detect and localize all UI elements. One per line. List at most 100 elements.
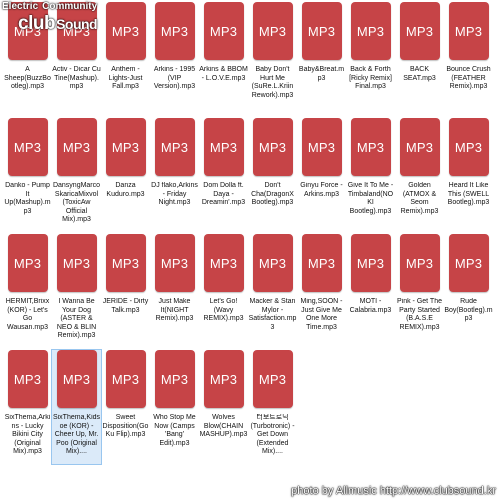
file-name-label[interactable]: Arkins & BBOM - L.O.V.E.mp3 — [199, 66, 248, 82]
mp3-file-icon[interactable]: MP3 — [203, 350, 244, 408]
mp3-file-icon[interactable]: MP3 — [203, 2, 244, 60]
file-item[interactable]: MP3 SixThema,Arkins - Lucky Bikini City (… — [3, 350, 52, 464]
file-name-label[interactable]: SixThema,Arkins - Lucky Bikini City (Ori… — [4, 414, 51, 455]
file-item[interactable]: MP3 Ming,SOON - Just Give Me One More Tim… — [297, 234, 346, 348]
mp3-file-icon[interactable]: MP3 — [56, 234, 97, 292]
file-name-label[interactable]: Macker & Stan Mylor - Satisfaction.mp3 — [248, 298, 297, 331]
mp3-file-icon[interactable]: MP3 — [448, 118, 489, 176]
mp3-file-icon[interactable]: MP3 — [7, 118, 48, 176]
mp3-file-icon[interactable]: MP3 — [252, 234, 293, 292]
mp3-file-icon[interactable]: MP3 — [301, 118, 342, 176]
file-item[interactable]: MP3 Who Stop Me Now (Camps 'Bang' Edit).m… — [150, 350, 199, 464]
file-name-label[interactable]: 터보트로닉 (Turbotronic) - Get Down (Extended… — [250, 414, 295, 455]
mp3-file-icon[interactable]: MP3 — [301, 2, 342, 60]
mp3-file-icon[interactable]: MP3 — [7, 2, 48, 60]
file-name-label[interactable]: Arkins - 1995 (VIP Version).mp3 — [153, 66, 196, 90]
file-item[interactable]: MP3 Sweet Disposition(GoKu Flip).mp3 — [101, 350, 150, 464]
mp3-file-icon[interactable]: MP3 — [105, 2, 146, 60]
mp3-file-icon[interactable]: MP3 — [399, 234, 440, 292]
file-name-label[interactable]: Activ - Dicar Cu Tine(Mashup).mp3 — [52, 66, 101, 90]
file-item[interactable]: MP3 Wolves Blow(CHAIN MASHUP).mp3 — [199, 350, 248, 464]
mp3-file-icon[interactable]: MP3 — [56, 118, 97, 176]
file-name-label[interactable]: Ming,SOON - Just Give Me One More Time.m… — [300, 298, 343, 331]
mp3-file-icon[interactable]: MP3 — [203, 118, 244, 176]
file-name-label[interactable]: Who Stop Me Now (Camps 'Bang' Edit).mp3 — [153, 414, 196, 447]
file-item[interactable]: MP3 A Sheep(BuzzBootleg).mp3 — [3, 2, 52, 116]
mp3-file-icon[interactable]: MP3 — [154, 234, 195, 292]
file-item[interactable]: MP3 Pink - Get The Party Started (B.A.S.E… — [395, 234, 444, 348]
file-item[interactable]: MP3 Just Make It(NIGHT Remix).mp3 — [150, 234, 199, 348]
file-item[interactable]: MP3 DansyngMarcoSkaricaMixvol (ToxicAw Of… — [52, 118, 101, 232]
file-item[interactable]: MP3 Give It To Me - Timbaland(NOKI Bootle… — [346, 118, 395, 232]
file-name-label[interactable]: SixThema,Kidsoe (KOR) - Cheer Up, Mr. Po… — [52, 414, 101, 455]
file-name-label[interactable]: Sweet Disposition(GoKu Flip).mp3 — [102, 414, 149, 438]
file-item[interactable]: MP3 JERIDE - Dirty Talk.mp3 — [101, 234, 150, 348]
file-name-label[interactable]: I Wanna Be Your Dog (ASTER & NEO & BLIN … — [56, 298, 97, 339]
file-item[interactable]: MP3 Bounce Crush (FEATHER Remix).mp3 — [444, 2, 493, 116]
file-name-label[interactable]: Baby&Breat.mp3 — [298, 66, 345, 82]
mp3-file-icon[interactable]: MP3 — [448, 2, 489, 60]
file-item[interactable]: MP3 Back & Forth [Ricky Remix] Final.mp3 — [346, 2, 395, 116]
mp3-file-icon[interactable]: MP3 — [154, 2, 195, 60]
file-name-label[interactable]: Wolves Blow(CHAIN MASHUP).mp3 — [199, 414, 248, 438]
file-item[interactable]: MP3 Danza Kuduro.mp3 — [101, 118, 150, 232]
file-item[interactable]: MP3 Let's Go! (Wavy REMIX).mp3 — [199, 234, 248, 348]
file-name-label[interactable]: Back & Forth [Ricky Remix] Final.mp3 — [349, 66, 392, 90]
file-name-label[interactable]: Dom Dolla ft. Daya - Dreamin'.mp3 — [201, 182, 246, 206]
mp3-file-icon[interactable]: MP3 — [7, 350, 48, 408]
file-name-label[interactable]: Just Make It(NIGHT Remix).mp3 — [155, 298, 194, 322]
file-name-label[interactable]: Pink - Get The Party Started (B.A.S.E RE… — [396, 298, 442, 331]
mp3-file-icon[interactable]: MP3 — [105, 118, 146, 176]
file-item[interactable]: MP3 Heard It Like This (SWELL Bootleg).mp… — [444, 118, 493, 232]
file-item[interactable]: MP3 SixThema,Kidsoe (KOR) - Cheer Up, Mr.… — [51, 349, 102, 465]
file-name-label[interactable]: HERMIT,Brixx (KOR) - Let's Go Wausan.mp3 — [5, 298, 50, 331]
file-item[interactable]: MP3 Macker & Stan Mylor - Satisfaction.mp… — [248, 234, 297, 348]
file-name-label[interactable]: Ginyu Force - Arkins.mp3 — [300, 182, 343, 198]
mp3-file-icon[interactable]: MP3 — [56, 350, 97, 408]
file-item[interactable]: MP3 I Wanna Be Your Dog (ASTER & NEO & BL… — [52, 234, 101, 348]
file-name-label[interactable]: Give It To Me - Timbaland(NOKI Bootleg).… — [347, 182, 394, 215]
mp3-file-icon[interactable]: MP3 — [301, 234, 342, 292]
mp3-file-icon[interactable]: MP3 — [252, 350, 293, 408]
file-name-label[interactable]: Let's Go! (Wavy REMIX).mp3 — [203, 298, 244, 322]
file-name-label[interactable]: Don't Cha(DragonX Bootleg).mp3 — [251, 182, 294, 206]
mp3-file-icon[interactable]: MP3 — [252, 2, 293, 60]
file-name-label[interactable]: Golden (ATMOX & Seom Remix).mp3 — [400, 182, 439, 215]
file-name-label[interactable]: Danza Kuduro.mp3 — [106, 182, 145, 198]
file-item[interactable]: MP3 Dom Dolla ft. Daya - Dreamin'.mp3 — [199, 118, 248, 232]
file-item[interactable]: MP3 Golden (ATMOX & Seom Remix).mp3 — [395, 118, 444, 232]
file-item[interactable]: MP3 Baby Don't Hurt Me (SuRe.L.Kriin Rewo… — [248, 2, 297, 116]
mp3-file-icon[interactable]: MP3 — [350, 234, 391, 292]
file-item[interactable]: MP3 HERMIT,Brixx (KOR) - Let's Go Wausan.… — [3, 234, 52, 348]
file-name-label[interactable]: Danko - Pump It Up(Mashup).mp3 — [4, 182, 51, 215]
file-name-label[interactable]: Bounce Crush (FEATHER Remix).mp3 — [446, 66, 491, 90]
file-item[interactable]: MP3 Rude Boy(Bootleg).mp3 — [444, 234, 493, 348]
mp3-file-icon[interactable]: MP3 — [7, 234, 48, 292]
file-name-label[interactable]: A Sheep(BuzzBootleg).mp3 — [4, 66, 51, 90]
mp3-file-icon[interactable]: MP3 — [448, 234, 489, 292]
file-item[interactable]: MP3 MOTI - Calabria.mp3 — [346, 234, 395, 348]
mp3-file-icon[interactable]: MP3 — [105, 234, 146, 292]
file-item[interactable]: MP3 Don't Cha(DragonX Bootleg).mp3 — [248, 118, 297, 232]
file-item[interactable]: MP3 DJ flako,Arkins - Friday Night.mp3 — [150, 118, 199, 232]
mp3-file-icon[interactable]: MP3 — [105, 350, 146, 408]
mp3-file-icon[interactable]: MP3 — [154, 118, 195, 176]
file-name-label[interactable]: JERIDE - Dirty Talk.mp3 — [102, 298, 149, 314]
mp3-file-icon[interactable]: MP3 — [350, 118, 391, 176]
mp3-file-icon[interactable]: MP3 — [56, 2, 97, 60]
file-name-label[interactable]: DJ flako,Arkins - Friday Night.mp3 — [151, 182, 198, 206]
mp3-file-icon[interactable]: MP3 — [203, 234, 244, 292]
file-item[interactable]: MP3 BACK SEAT.mp3 — [395, 2, 444, 116]
file-item[interactable]: MP3 Activ - Dicar Cu Tine(Mashup).mp3 — [52, 2, 101, 116]
file-item[interactable]: MP3 터보트로닉 (Turbotronic) - Get Down (Exten… — [248, 350, 297, 464]
file-item[interactable]: MP3 Anthem - Lights-Just Fall.mp3 — [101, 2, 150, 116]
file-item[interactable]: MP3 Baby&Breat.mp3 — [297, 2, 346, 116]
mp3-file-icon[interactable]: MP3 — [252, 118, 293, 176]
mp3-file-icon[interactable]: MP3 — [399, 118, 440, 176]
file-name-label[interactable]: Heard It Like This (SWELL Bootleg).mp3 — [447, 182, 490, 206]
file-name-label[interactable]: Rude Boy(Bootleg).mp3 — [444, 298, 493, 322]
file-item[interactable]: MP3 Ginyu Force - Arkins.mp3 — [297, 118, 346, 232]
file-name-label[interactable]: MOTI - Calabria.mp3 — [349, 298, 392, 314]
mp3-file-icon[interactable]: MP3 — [154, 350, 195, 408]
file-name-label[interactable]: DansyngMarcoSkaricaMixvol (ToxicAw Offic… — [52, 182, 101, 223]
